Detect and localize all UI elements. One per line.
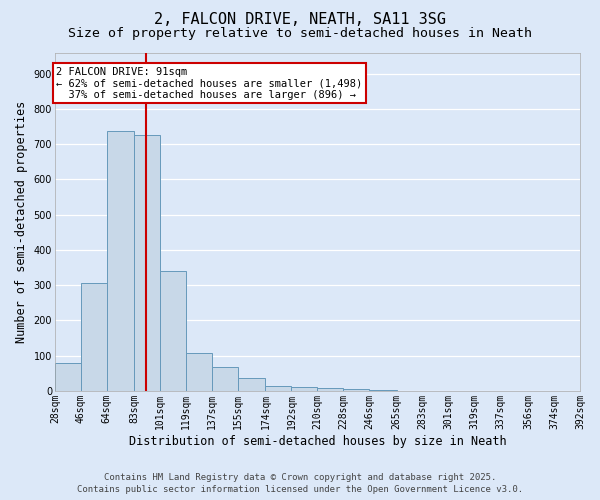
X-axis label: Distribution of semi-detached houses by size in Neath: Distribution of semi-detached houses by …: [128, 434, 506, 448]
Text: 2 FALCON DRIVE: 91sqm
← 62% of semi-detached houses are smaller (1,498)
  37% of: 2 FALCON DRIVE: 91sqm ← 62% of semi-deta…: [56, 66, 362, 100]
Bar: [160, 271, 186, 391]
Bar: [55, 362, 81, 391]
Text: Contains HM Land Registry data © Crown copyright and database right 2025.
Contai: Contains HM Land Registry data © Crown c…: [77, 472, 523, 494]
Bar: [107, 131, 134, 391]
Bar: [238, 378, 265, 391]
Bar: [81, 282, 107, 391]
Y-axis label: Number of semi-detached properties: Number of semi-detached properties: [15, 100, 28, 343]
Bar: [370, 390, 397, 391]
Bar: [317, 388, 343, 391]
Bar: [265, 386, 292, 391]
Text: Size of property relative to semi-detached houses in Neath: Size of property relative to semi-detach…: [68, 28, 532, 40]
Bar: [212, 367, 238, 391]
Bar: [343, 389, 370, 391]
Bar: [134, 136, 160, 391]
Text: 2, FALCON DRIVE, NEATH, SA11 3SG: 2, FALCON DRIVE, NEATH, SA11 3SG: [154, 12, 446, 28]
Bar: [292, 387, 317, 391]
Bar: [186, 353, 212, 391]
